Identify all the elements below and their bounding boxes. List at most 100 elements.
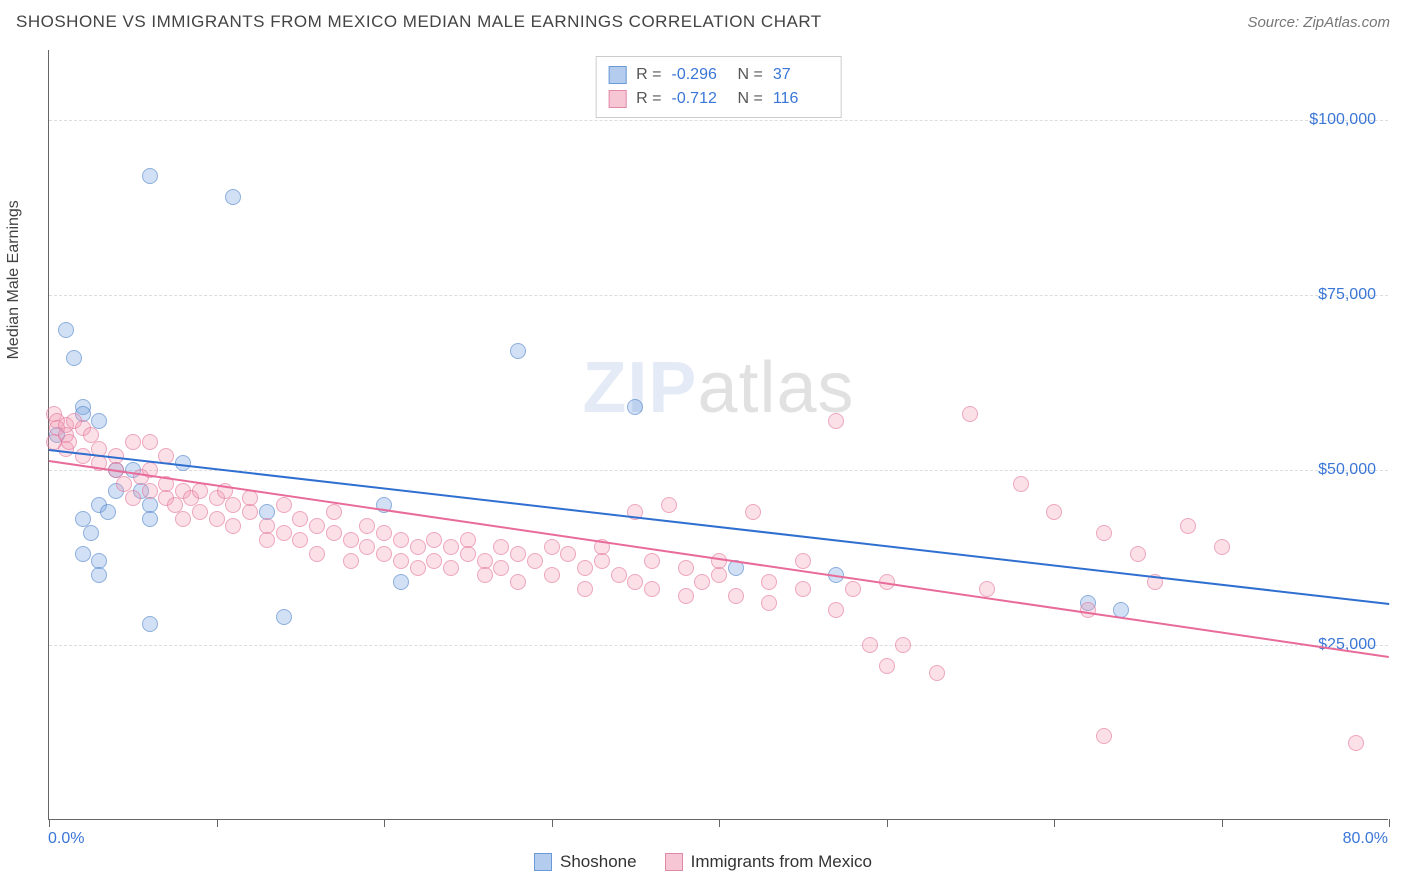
data-point — [694, 574, 710, 590]
data-point — [426, 553, 442, 569]
x-tick — [1054, 819, 1055, 827]
legend-swatch-icon — [534, 853, 552, 871]
data-point — [259, 532, 275, 548]
data-point — [58, 322, 74, 338]
data-point — [845, 581, 861, 597]
data-point — [644, 553, 660, 569]
data-point — [309, 518, 325, 534]
data-point — [711, 567, 727, 583]
legend-item: Shoshone — [534, 852, 637, 872]
data-point — [795, 581, 811, 597]
data-point — [962, 406, 978, 422]
data-point — [577, 560, 593, 576]
data-point — [611, 567, 627, 583]
y-tick-label: $100,000 — [1309, 111, 1376, 129]
data-point — [75, 546, 91, 562]
data-point — [1096, 728, 1112, 744]
x-tick — [384, 819, 385, 827]
data-point — [359, 518, 375, 534]
data-point — [142, 483, 158, 499]
data-point — [1180, 518, 1196, 534]
data-point — [493, 539, 509, 555]
data-point — [493, 560, 509, 576]
x-tick — [887, 819, 888, 827]
data-point — [242, 490, 258, 506]
data-point — [895, 637, 911, 653]
data-point — [326, 525, 342, 541]
data-point — [443, 560, 459, 576]
data-point — [192, 504, 208, 520]
data-point — [828, 413, 844, 429]
x-tick — [1222, 819, 1223, 827]
series-swatch-icon — [608, 66, 626, 84]
data-point — [527, 553, 543, 569]
legend-swatch-icon — [665, 853, 683, 871]
data-point — [376, 546, 392, 562]
data-point — [125, 490, 141, 506]
data-point — [225, 497, 241, 513]
data-point — [1214, 539, 1230, 555]
data-point — [142, 616, 158, 632]
data-point — [1130, 546, 1146, 562]
data-point — [343, 553, 359, 569]
data-point — [979, 581, 995, 597]
data-point — [276, 525, 292, 541]
gridline — [49, 645, 1388, 646]
x-tick — [49, 819, 50, 827]
data-point — [1348, 735, 1364, 751]
data-point — [862, 637, 878, 653]
x-tick — [217, 819, 218, 827]
data-point — [544, 567, 560, 583]
plot-area: $25,000$50,000$75,000$100,000 ZIPatlas R… — [48, 50, 1388, 820]
data-point — [627, 574, 643, 590]
data-point — [443, 539, 459, 555]
data-point — [711, 553, 727, 569]
data-point — [75, 448, 91, 464]
stats-row: R = -0.712N = 116 — [608, 87, 829, 111]
data-point — [929, 665, 945, 681]
data-point — [91, 567, 107, 583]
data-point — [644, 581, 660, 597]
data-point — [544, 539, 560, 555]
data-point — [292, 511, 308, 527]
data-point — [142, 511, 158, 527]
data-point — [678, 588, 694, 604]
data-point — [242, 504, 258, 520]
data-point — [510, 574, 526, 590]
data-point — [477, 567, 493, 583]
y-axis-title: Median Male Earnings — [5, 200, 23, 359]
data-point — [661, 497, 677, 513]
data-point — [1080, 602, 1096, 618]
data-point — [376, 525, 392, 541]
y-tick-label: $75,000 — [1318, 286, 1376, 304]
data-point — [276, 497, 292, 513]
y-tick-label: $50,000 — [1318, 461, 1376, 479]
x-tick — [1389, 819, 1390, 827]
data-point — [745, 504, 761, 520]
data-point — [142, 168, 158, 184]
legend: Shoshone Immigrants from Mexico — [0, 852, 1406, 872]
data-point — [292, 532, 308, 548]
data-point — [577, 581, 593, 597]
data-point — [209, 511, 225, 527]
data-point — [66, 350, 82, 366]
data-point — [393, 532, 409, 548]
data-point — [1046, 504, 1062, 520]
data-point — [594, 553, 610, 569]
legend-item: Immigrants from Mexico — [665, 852, 872, 872]
data-point — [795, 553, 811, 569]
data-point — [142, 434, 158, 450]
trend-line — [49, 460, 1389, 658]
data-point — [510, 546, 526, 562]
data-point — [879, 658, 895, 674]
data-point — [460, 546, 476, 562]
data-point — [343, 532, 359, 548]
data-point — [678, 560, 694, 576]
gridline — [49, 295, 1388, 296]
gridline — [49, 120, 1388, 121]
data-point — [828, 602, 844, 618]
data-point — [125, 434, 141, 450]
data-point — [225, 189, 241, 205]
data-point — [627, 399, 643, 415]
data-point — [728, 588, 744, 604]
